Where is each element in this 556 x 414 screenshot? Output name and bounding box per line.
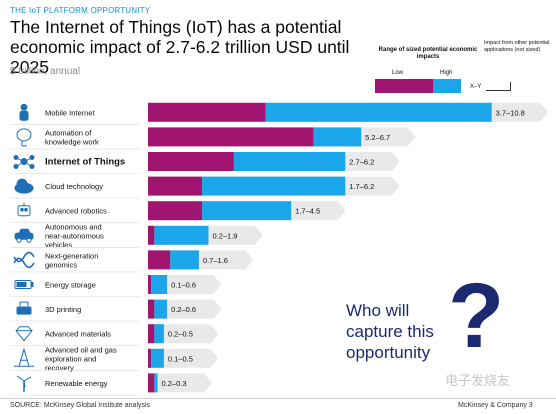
bar-value-label: 0.2–0.5: [168, 330, 193, 339]
bar-value-label: 1.7–6.2: [349, 182, 374, 191]
category-label: Energy storage: [45, 281, 96, 290]
bar-high: [265, 102, 492, 122]
page-title: The Internet of Things (IoT) has a poten…: [10, 17, 350, 77]
bar-low: [148, 152, 234, 171]
legend-low-swatch: [375, 79, 433, 93]
watermark-logo: 电子发烧友: [445, 373, 511, 388]
bar-high: [233, 152, 346, 171]
brain-icon: [16, 128, 32, 147]
category-label: recovery: [45, 363, 74, 372]
category-label: Advanced robotics: [45, 207, 107, 216]
bar-low: [148, 373, 155, 393]
legend-low-label: Low: [392, 70, 404, 76]
bar-low: [148, 127, 314, 147]
callout-question-text: Who will capture this opportunity: [346, 301, 434, 362]
category-label: exploration and: [45, 354, 96, 363]
bar-low: [148, 176, 203, 196]
category-label: near-autonomous: [45, 231, 104, 240]
bar-high: [313, 127, 362, 147]
legend-high-label: High: [440, 70, 453, 76]
battery-icon: [14, 280, 34, 289]
wind-turbine-icon: [16, 375, 32, 392]
dna-icon: [13, 251, 35, 269]
bar-value-label: 0.7–1.6: [203, 256, 228, 265]
bar-high: [154, 324, 164, 344]
bar-low: [148, 250, 171, 270]
bar-high: [170, 250, 199, 270]
bar-high: [202, 176, 346, 196]
bar-high: [154, 373, 158, 393]
category-label: genomics: [45, 260, 77, 269]
category-label: Automation of: [45, 128, 92, 137]
printer-icon: [16, 301, 32, 315]
robot-icon: [17, 202, 31, 217]
category-label: 3D printing: [45, 305, 81, 314]
oil-rig-icon: [14, 347, 34, 367]
source-note: SOURCE: McKinsey Global Institute analys…: [10, 402, 151, 409]
diamond-icon: [15, 326, 33, 342]
bar-low: [148, 324, 155, 344]
bar-low: [148, 225, 155, 245]
bar-arrow-background: [148, 373, 212, 393]
bar-low: [148, 102, 266, 122]
bar-high: [151, 348, 164, 368]
bar-high: [151, 275, 168, 294]
category-label: Advanced materials: [45, 330, 111, 339]
category-label: Cloud technology: [45, 182, 103, 191]
legend-other-title: Impact from other potential applications…: [484, 40, 550, 53]
bar-value-label: 0.2–1.9: [212, 231, 237, 240]
category-label: vehicles: [45, 240, 72, 249]
legend-title: Range of sized potential economic impact…: [378, 47, 478, 60]
legend-xy-label: X–Y: [470, 84, 482, 90]
question-mark-icon: ?: [448, 265, 505, 367]
bar-value-label: 2.7–6.2: [349, 158, 374, 167]
bar-high: [154, 299, 168, 319]
bar-value-label: 5.2–6.7: [365, 133, 390, 142]
legend-high-swatch: [433, 79, 461, 93]
kicker-label: THE IoT PLATFORM OPPORTUNITY: [10, 6, 151, 15]
cloud-icon: [14, 178, 34, 194]
bar-low: [148, 201, 203, 221]
company-footer: McKinsey & Company 3: [458, 402, 533, 409]
bar-arrow-background: [148, 348, 219, 368]
unit-subtitle: $ trillion, annual: [10, 66, 81, 77]
bar-value-label: 1.7–4.5: [295, 207, 320, 216]
footer-divider: [0, 398, 556, 399]
bar-value-label: 0.1–0.6: [171, 281, 196, 290]
bar-high: [202, 201, 292, 221]
iot-network-icon: [13, 155, 35, 169]
bar-low: [148, 299, 155, 319]
category-label: Next-generation: [45, 251, 98, 260]
category-label: knowledge work: [45, 137, 99, 146]
bar-value-label: 3.7–10.8: [496, 108, 525, 117]
bar-value-label: 0.2–0.6: [171, 305, 196, 314]
bar-value-label: 0.2–0.3: [162, 379, 187, 388]
bar-arrow-background: [148, 324, 219, 344]
category-label: Mobile Internet: [45, 108, 96, 117]
person-icon: [19, 103, 29, 121]
bar-low: [148, 348, 152, 368]
category-label: Renewable energy: [45, 379, 108, 388]
legend-bracket: [486, 82, 511, 91]
category-label: Internet of Things: [45, 157, 125, 168]
car-icon: [14, 228, 34, 243]
category-label: Advanced oil and gas: [45, 345, 117, 354]
bar-high: [154, 225, 209, 245]
category-label: Autonomous and: [45, 222, 102, 231]
bar-low: [148, 275, 152, 294]
bar-value-label: 0.1–0.5: [168, 354, 193, 363]
